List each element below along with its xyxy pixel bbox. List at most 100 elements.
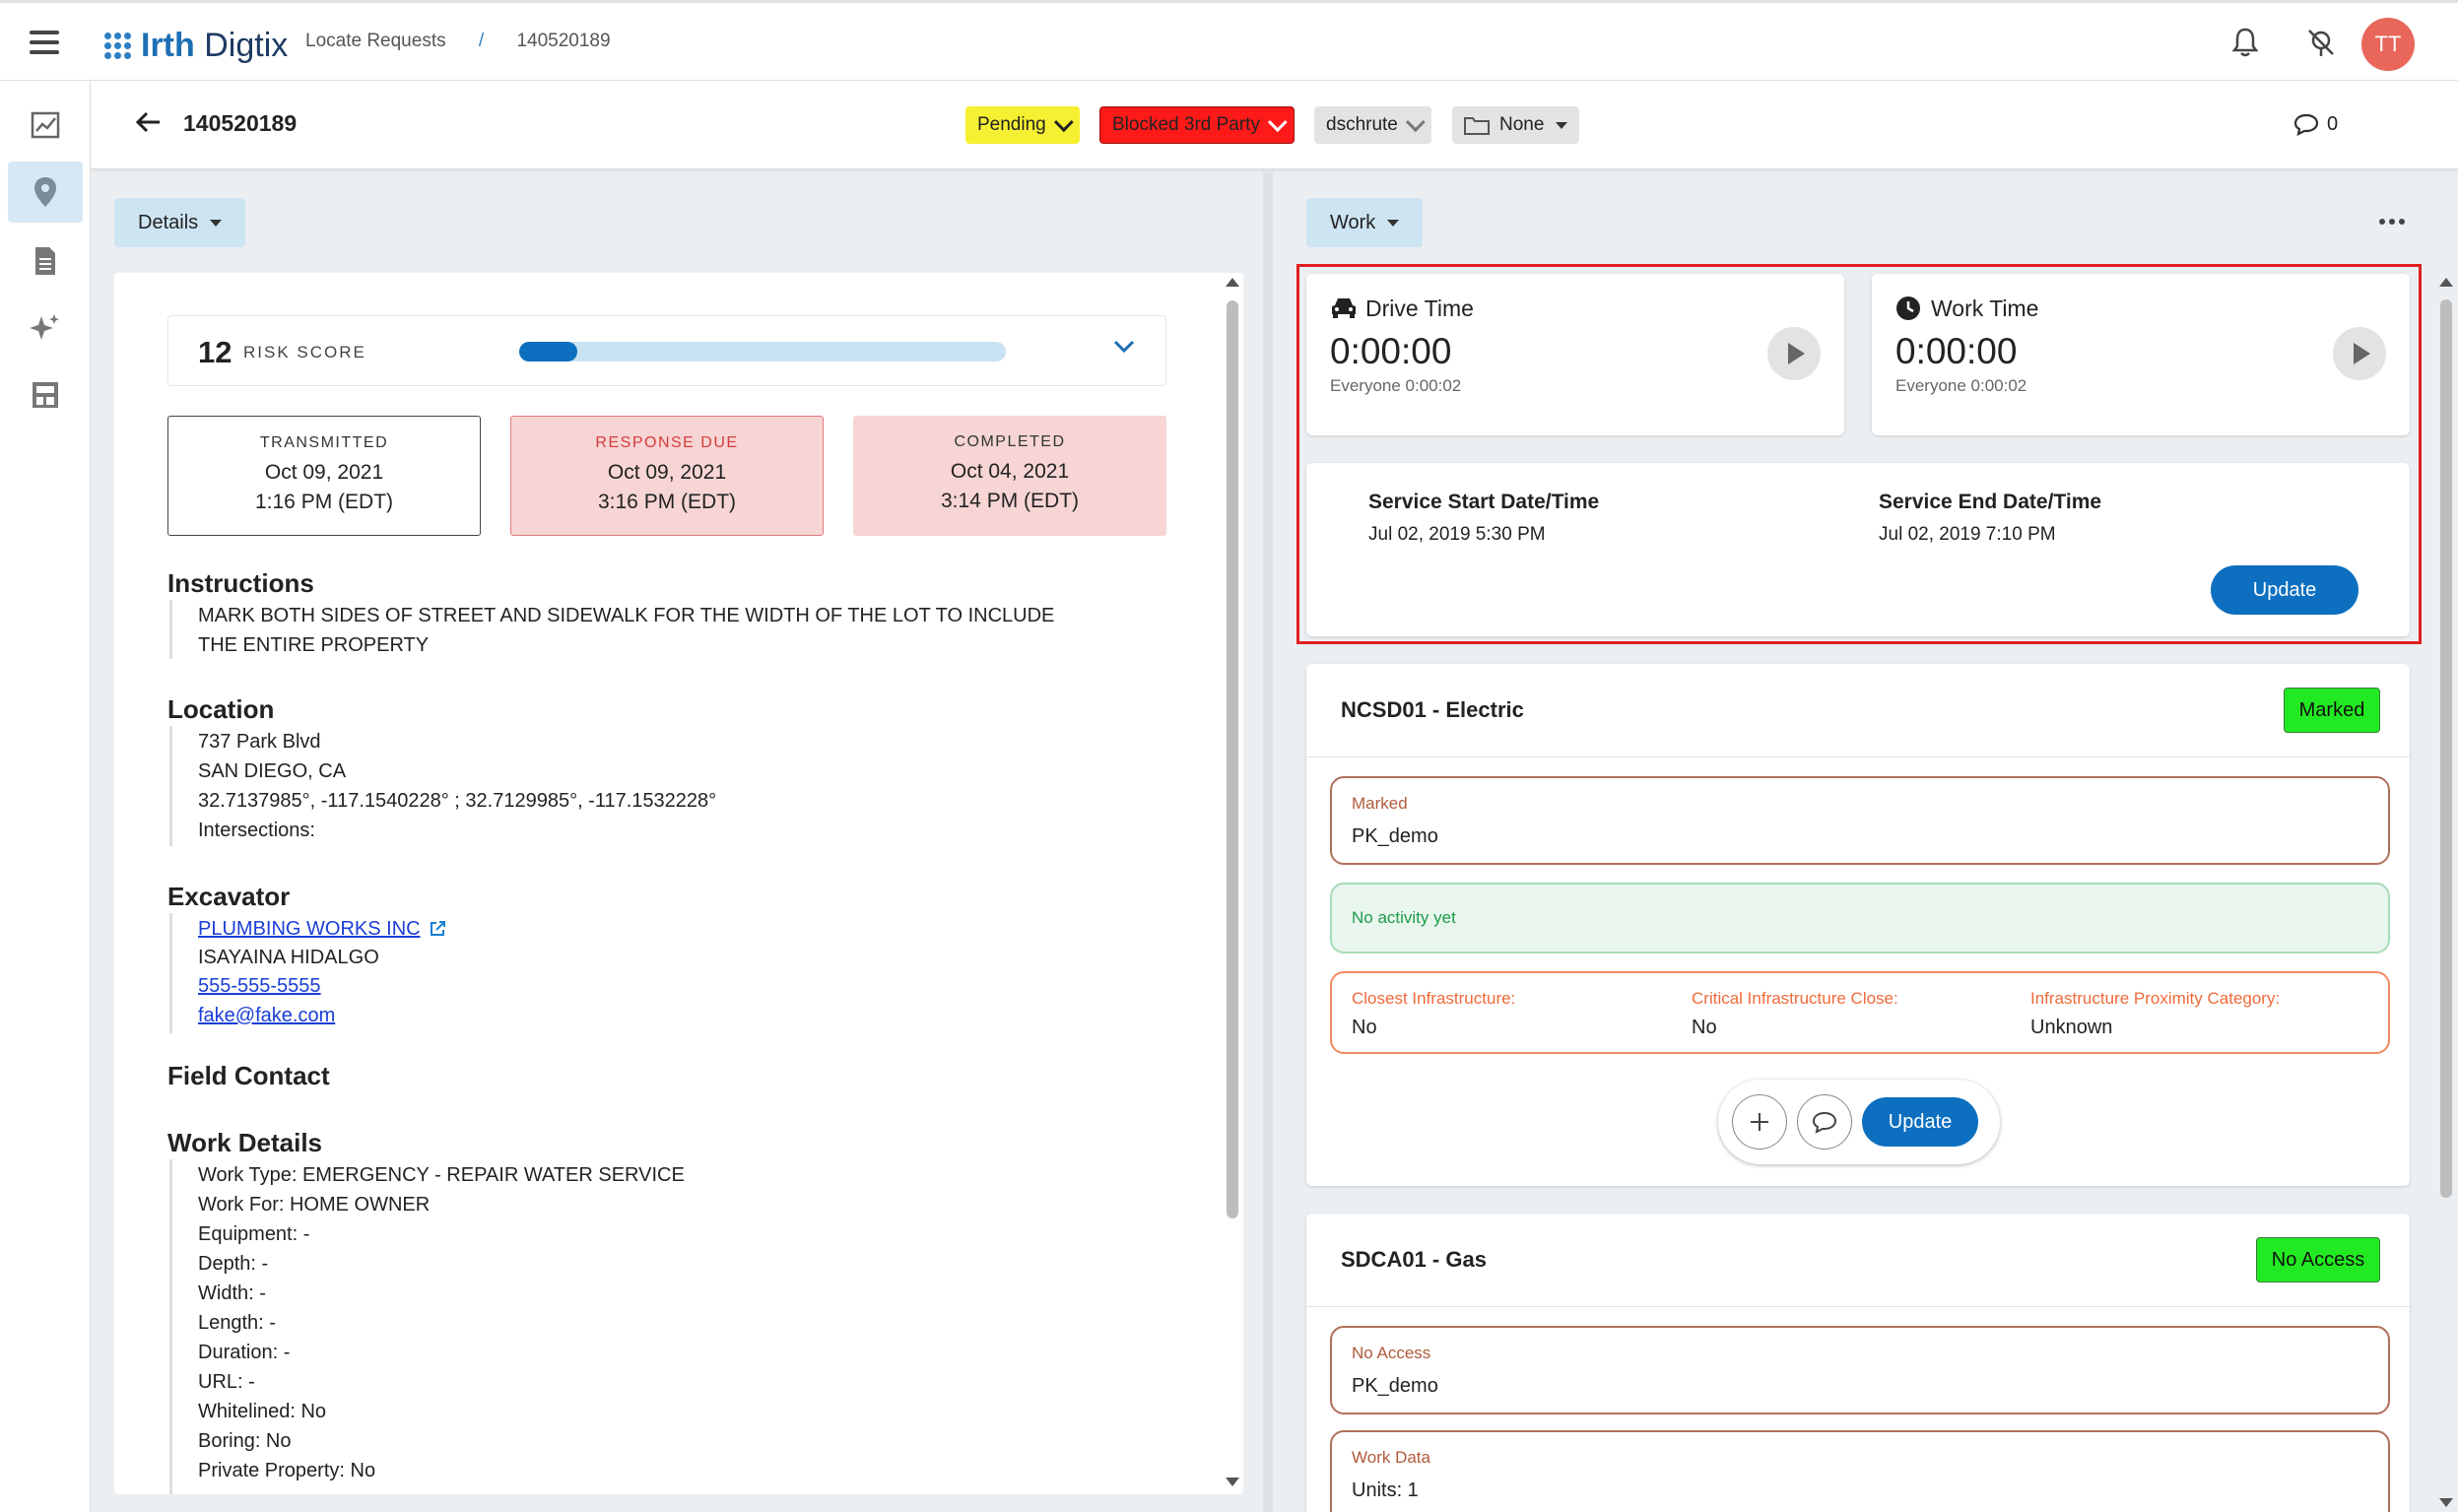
- blocker-dropdown[interactable]: Blocked 3rd Party: [1099, 106, 1295, 144]
- depth: Depth: -: [198, 1253, 269, 1275]
- completed-date-box: COMPLETED Oct 04, 2021 3:14 PM (EDT): [853, 416, 1166, 536]
- drive-time-play-button[interactable]: [1767, 327, 1821, 380]
- service-end-value: Jul 02, 2019 7:10 PM: [1879, 524, 2056, 545]
- response-due-label: RESPONSE DUE: [595, 434, 739, 451]
- instructions-line-2: THE ENTIRE PROPERTY: [198, 634, 430, 656]
- work-type: Work Type: EMERGENCY - REPAIR WATER SERV…: [198, 1164, 685, 1186]
- work-tab-label: Work: [1330, 211, 1376, 233]
- excavator-phone[interactable]: 555-555-5555: [198, 975, 321, 997]
- add-button[interactable]: [1732, 1094, 1787, 1150]
- document-icon: [35, 247, 55, 275]
- chevron-down-icon[interactable]: [1112, 336, 1136, 361]
- utility-card-electric: NCSD01 - Electric Marked Marked PK_demo …: [1306, 664, 2410, 1186]
- work-time-everyone: Everyone 0:00:02: [1895, 376, 2027, 395]
- car-icon: [1332, 298, 1356, 318]
- excavator-title: Excavator: [167, 882, 291, 911]
- risk-score-card[interactable]: 12 RISK SCORE: [167, 315, 1166, 386]
- comment-count: 0: [2327, 112, 2339, 135]
- instructions-rule: [169, 600, 172, 659]
- excavator-company-link[interactable]: PLUMBING WORKS INC: [198, 914, 446, 944]
- sidebar-item-analytics[interactable]: [8, 95, 83, 156]
- clock-icon: [1896, 296, 1920, 320]
- service-update-button[interactable]: Update: [2211, 565, 2358, 615]
- work-tab-dropdown[interactable]: Work: [1306, 198, 1424, 247]
- logo[interactable]: Irth Digtix: [104, 27, 288, 65]
- sidebar-item-documents[interactable]: [8, 230, 83, 292]
- work-data-value: Units: 1: [1352, 1479, 1419, 1501]
- transmitted-date-box: TRANSMITTED Oct 09, 2021 1:16 PM (EDT): [167, 416, 481, 536]
- proximity-category-value: Unknown: [2030, 1017, 2113, 1038]
- no-access-status-label: No Access: [1352, 1344, 1431, 1362]
- location-pin-icon: [34, 177, 56, 207]
- boring: Boring: No: [198, 1430, 292, 1452]
- transmitted-date: Oct 09, 2021: [264, 461, 384, 484]
- assignee-label: dschrute: [1326, 114, 1398, 135]
- no-access-status-field[interactable]: No Access PK_demo: [1330, 1326, 2390, 1414]
- location-coordinates: 32.7137985°, -117.1540228° ; 32.7129985°…: [198, 790, 717, 812]
- critical-infrastructure-value: No: [1692, 1017, 1717, 1038]
- whitelined: Whitelined: No: [198, 1401, 327, 1422]
- assignee-dropdown[interactable]: dschrute: [1314, 106, 1431, 144]
- utility-update-button[interactable]: Update: [1862, 1097, 1978, 1147]
- marked-status-field[interactable]: Marked PK_demo: [1330, 776, 2390, 865]
- logo-brand: Irth: [141, 27, 195, 64]
- bell-icon[interactable]: [2230, 27, 2260, 63]
- work-data-field[interactable]: Work Data Units: 1: [1330, 1430, 2390, 1512]
- status-label: Pending: [977, 114, 1046, 135]
- comment-button[interactable]: [1797, 1094, 1852, 1150]
- back-arrow-icon[interactable]: [134, 110, 162, 139]
- comments-button[interactable]: 0: [2293, 112, 2338, 136]
- caret-down-icon: [210, 219, 223, 227]
- work-time-play-button[interactable]: [2333, 327, 2386, 380]
- comment-icon: [2293, 113, 2319, 136]
- activity-text: No activity yet: [1352, 908, 1456, 927]
- scroll-down-icon[interactable]: [2439, 1498, 2453, 1507]
- blocker-label: Blocked 3rd Party: [1112, 114, 1260, 135]
- location-city: SAN DIEGO, CA: [198, 760, 347, 782]
- menu-icon[interactable]: [30, 31, 59, 60]
- scroll-up-icon[interactable]: [2439, 278, 2453, 287]
- work-time-card: Work Time 0:00:00 Everyone 0:00:02: [1872, 274, 2410, 435]
- breadcrumb-parent[interactable]: Locate Requests: [305, 31, 446, 51]
- field-contact-title: Field Contact: [167, 1061, 330, 1090]
- service-start-value: Jul 02, 2019 5:30 PM: [1368, 524, 1546, 545]
- panel-divider[interactable]: [1263, 169, 1273, 1512]
- sidebar-item-locate[interactable]: [8, 162, 83, 223]
- activity-box: No activity yet: [1330, 883, 2390, 953]
- completed-date: Oct 04, 2021: [950, 460, 1070, 483]
- no-access-status-value: PK_demo: [1352, 1375, 1438, 1397]
- infrastructure-box: Closest Infrastructure: No Critical Infr…: [1330, 971, 2390, 1054]
- top-bar: Irth Digtix Locate Requests / 140520189 …: [0, 0, 2458, 81]
- folder-label: None: [1499, 114, 1545, 135]
- layout-icon: [33, 382, 58, 408]
- logo-mark-icon: [104, 33, 131, 59]
- details-tab-dropdown[interactable]: Details: [114, 198, 246, 247]
- right-scrollbar-thumb[interactable]: [2440, 299, 2452, 1198]
- work-data-label: Work Data: [1352, 1448, 1430, 1467]
- service-dates-card: Service Start Date/Time Jul 02, 2019 5:3…: [1306, 463, 2410, 636]
- excavator-rule: [169, 913, 172, 1033]
- external-link-icon[interactable]: [429, 920, 446, 938]
- details-panel: 12 RISK SCORE TRANSMITTED Oct 09, 2021 1…: [114, 273, 1243, 1494]
- sidebar-item-layout[interactable]: [8, 364, 83, 426]
- sidebar-item-ai[interactable]: [8, 297, 83, 359]
- status-dropdown[interactable]: Pending: [965, 106, 1080, 144]
- location-off-icon[interactable]: [2305, 27, 2337, 63]
- location-intersections: Intersections:: [198, 820, 315, 841]
- avatar[interactable]: TT: [2361, 18, 2415, 71]
- location-title: Location: [167, 694, 275, 724]
- chevron-down-icon: [1053, 112, 1074, 133]
- scroll-up-icon[interactable]: [1226, 278, 1239, 287]
- risk-score-bar-fill: [519, 342, 578, 362]
- width: Width: -: [198, 1282, 266, 1304]
- response-due-date: Oct 09, 2021: [607, 461, 727, 484]
- excavator-company[interactable]: PLUMBING WORKS INC: [198, 918, 421, 940]
- left-scrollbar-thumb[interactable]: [1227, 300, 1238, 1218]
- utility-card-gas: SDCA01 - Gas No Access No Access PK_demo…: [1306, 1214, 2410, 1512]
- response-due-time: 3:16 PM (EDT): [597, 491, 737, 513]
- details-tab-label: Details: [138, 211, 199, 233]
- excavator-email[interactable]: fake@fake.com: [198, 1005, 336, 1026]
- more-options-icon[interactable]: [2379, 219, 2405, 225]
- folder-dropdown[interactable]: None: [1452, 106, 1580, 144]
- scroll-down-icon[interactable]: [1226, 1478, 1239, 1486]
